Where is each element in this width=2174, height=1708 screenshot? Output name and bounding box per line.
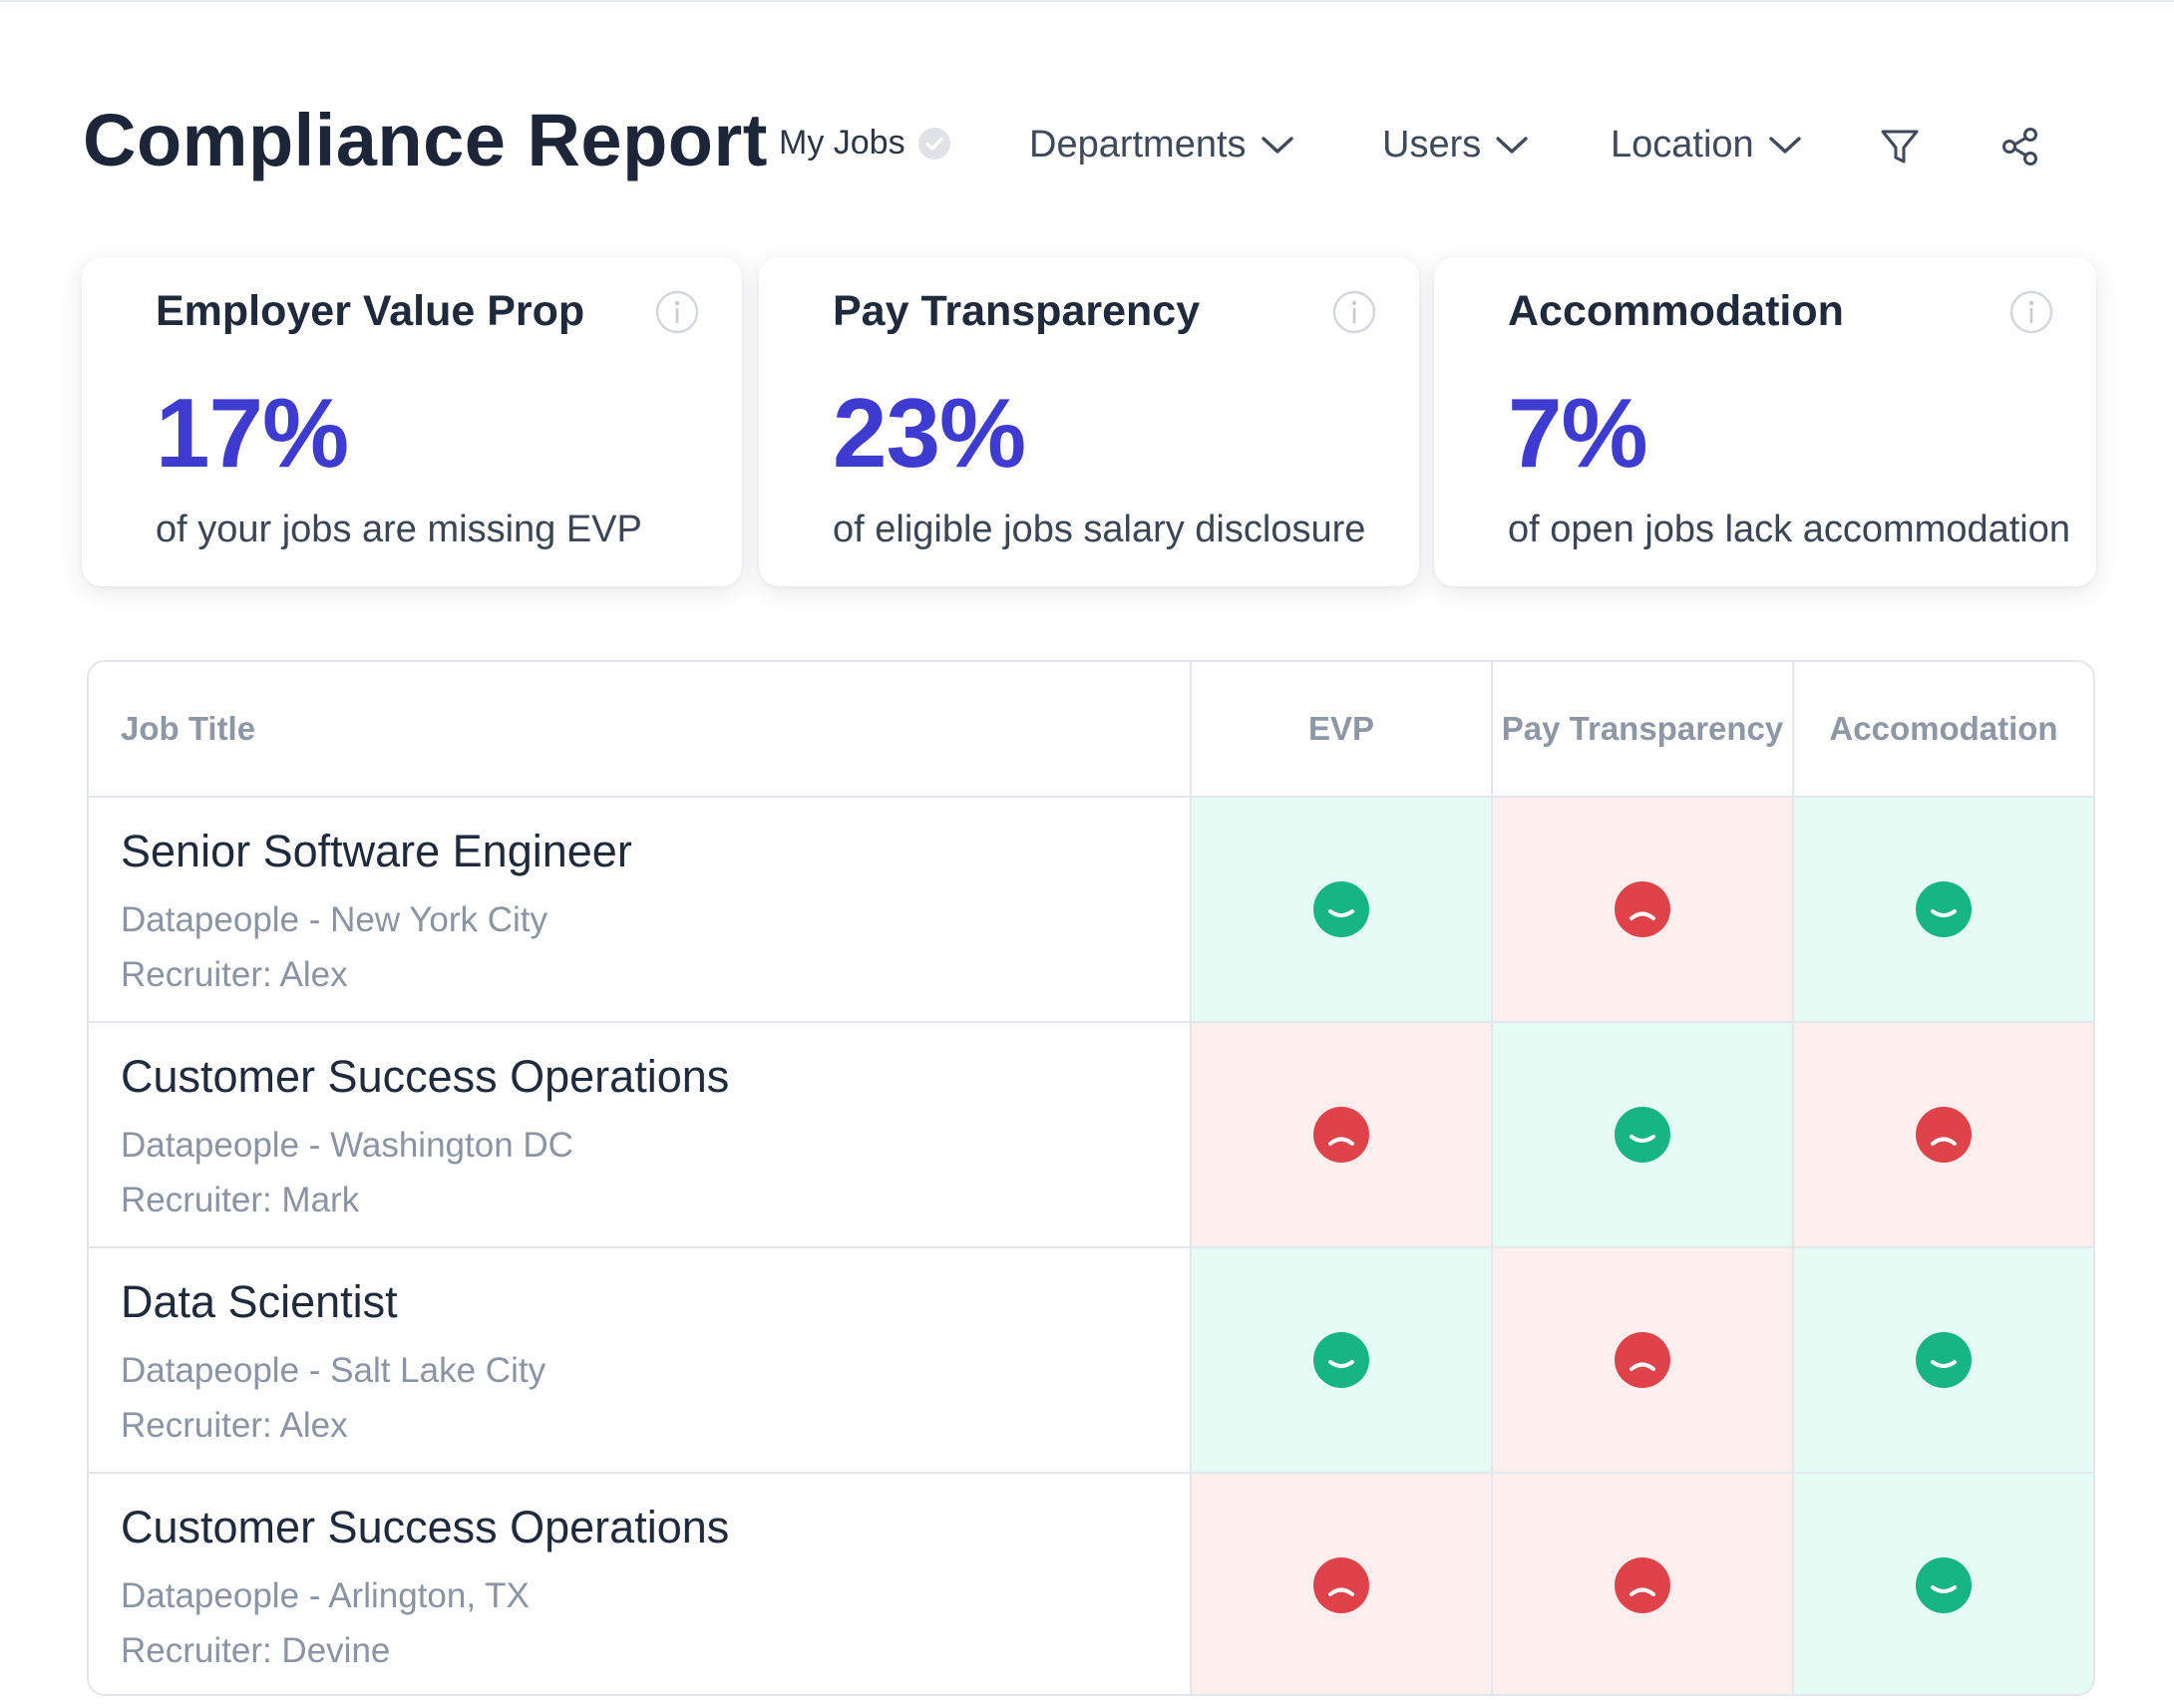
column-divider [1491, 662, 1493, 1694]
job-recruiter: Recruiter: Alex [121, 1406, 348, 1445]
job-title[interactable]: Senior Software Engineer [121, 826, 632, 876]
happy-face-icon [1916, 1332, 1972, 1388]
check-circle-icon [917, 127, 950, 160]
column-header-accommodation[interactable]: Accomodation [1829, 710, 2058, 747]
card-title: Accommodation [1508, 287, 1844, 335]
job-cell: Data Scientist Datapeople - Salt Lake Cit… [89, 1248, 1190, 1472]
metric-card-accommodation: Accommodation 7% of open jobs lack accom… [1434, 257, 2096, 586]
sad-face-icon [1313, 1557, 1369, 1613]
happy-face-icon [1313, 1332, 1369, 1388]
column-header-evp[interactable]: EVP [1307, 710, 1375, 747]
chevron-down-icon [1261, 136, 1293, 154]
sad-face-icon [1615, 1332, 1670, 1388]
page-title: Compliance Report [83, 99, 768, 181]
card-title: Employer Value Prop [156, 287, 585, 335]
job-cell: Senior Software Engineer Datapeople - New… [89, 798, 1190, 1021]
location-label: Location [1611, 124, 1754, 166]
info-icon[interactable] [1331, 289, 1377, 335]
table-row[interactable]: Customer Success Operations Datapeople - … [89, 1474, 2093, 1694]
table-row[interactable]: Customer Success Operations Datapeople - … [89, 1023, 2093, 1248]
filter-icon [1881, 130, 1919, 164]
job-cell: Customer Success Operations Datapeople - … [89, 1023, 1190, 1246]
card-description: of your jobs are missing EVP [156, 509, 642, 550]
sad-face-icon [1615, 1557, 1670, 1613]
sad-face-icon [1916, 1107, 1972, 1163]
metric-card-evp: Employer Value Prop 17% of your jobs are… [82, 257, 742, 586]
share-button[interactable] [1998, 125, 2042, 169]
report-header: Compliance Report My Jobs Departments Us… [83, 90, 2077, 199]
card-description: of open jobs lack accommodation [1508, 509, 2070, 550]
column-header-pay-transparency[interactable]: Pay Transparency [1501, 710, 1784, 747]
location-dropdown[interactable]: Location [1611, 124, 1802, 167]
card-value: 17% [156, 378, 349, 488]
status-cell-evp[interactable] [1192, 1023, 1491, 1246]
chevron-down-icon [1768, 136, 1801, 154]
info-icon[interactable] [2008, 289, 2054, 335]
info-icon[interactable] [654, 289, 700, 335]
sad-face-icon [1313, 1107, 1369, 1163]
happy-face-icon [1916, 1557, 1972, 1613]
job-cell: Customer Success Operations Datapeople - … [89, 1474, 1190, 1694]
top-divider [0, 0, 2174, 2]
share-icon [2002, 128, 2037, 166]
departments-label: Departments [1029, 124, 1247, 166]
status-cell-evp[interactable] [1192, 1474, 1491, 1694]
column-divider [1190, 662, 1192, 1694]
job-location: Datapeople - Salt Lake City [121, 1351, 546, 1390]
job-recruiter: Recruiter: Alex [121, 955, 348, 994]
table-header: Job Title EVP Pay Transparency Accomodat… [89, 662, 2093, 798]
status-cell-acc[interactable] [1794, 798, 2093, 1021]
my-jobs-toggle[interactable]: My Jobs [779, 124, 951, 163]
users-dropdown[interactable]: Users [1382, 124, 1529, 167]
job-location: Datapeople - New York City [121, 900, 547, 939]
status-cell-pay[interactable] [1493, 1474, 1792, 1694]
job-recruiter: Recruiter: Devine [121, 1631, 391, 1670]
card-description: of eligible jobs salary disclosure [833, 509, 1366, 550]
happy-face-icon [1615, 1107, 1670, 1163]
job-location: Datapeople - Washington DC [121, 1126, 573, 1165]
column-divider [1792, 662, 1794, 1694]
status-cell-evp[interactable] [1192, 1248, 1491, 1472]
status-cell-pay[interactable] [1493, 1023, 1792, 1246]
job-location: Datapeople - Arlington, TX [121, 1576, 530, 1615]
users-label: Users [1382, 124, 1482, 166]
card-value: 7% [1508, 378, 1648, 488]
status-cell-pay[interactable] [1493, 1248, 1792, 1472]
metric-card-pay-transparency: Pay Transparency 23% of eligible jobs sa… [759, 257, 1419, 586]
table-row[interactable]: Data Scientist Datapeople - Salt Lake Cit… [89, 1248, 2093, 1474]
status-cell-acc[interactable] [1794, 1248, 2093, 1472]
card-title: Pay Transparency [833, 287, 1201, 335]
filter-button[interactable] [1878, 125, 1922, 169]
compliance-table: Job Title EVP Pay Transparency Accomodat… [87, 660, 2095, 1696]
job-title[interactable]: Data Scientist [121, 1276, 398, 1327]
departments-dropdown[interactable]: Departments [1029, 124, 1294, 167]
sad-face-icon [1615, 881, 1670, 937]
status-cell-acc[interactable] [1794, 1474, 2093, 1694]
status-cell-pay[interactable] [1493, 798, 1792, 1021]
job-title[interactable]: Customer Success Operations [121, 1502, 730, 1552]
happy-face-icon [1916, 881, 1972, 937]
job-recruiter: Recruiter: Mark [121, 1181, 360, 1219]
table-row[interactable]: Senior Software Engineer Datapeople - New… [89, 798, 2093, 1023]
my-jobs-label: My Jobs [779, 124, 906, 162]
column-header-job-title[interactable]: Job Title [121, 710, 256, 747]
happy-face-icon [1313, 881, 1369, 937]
status-cell-acc[interactable] [1794, 1023, 2093, 1246]
chevron-down-icon [1496, 136, 1528, 154]
status-cell-evp[interactable] [1192, 798, 1491, 1021]
job-title[interactable]: Customer Success Operations [121, 1051, 730, 1102]
card-value: 23% [833, 378, 1026, 488]
